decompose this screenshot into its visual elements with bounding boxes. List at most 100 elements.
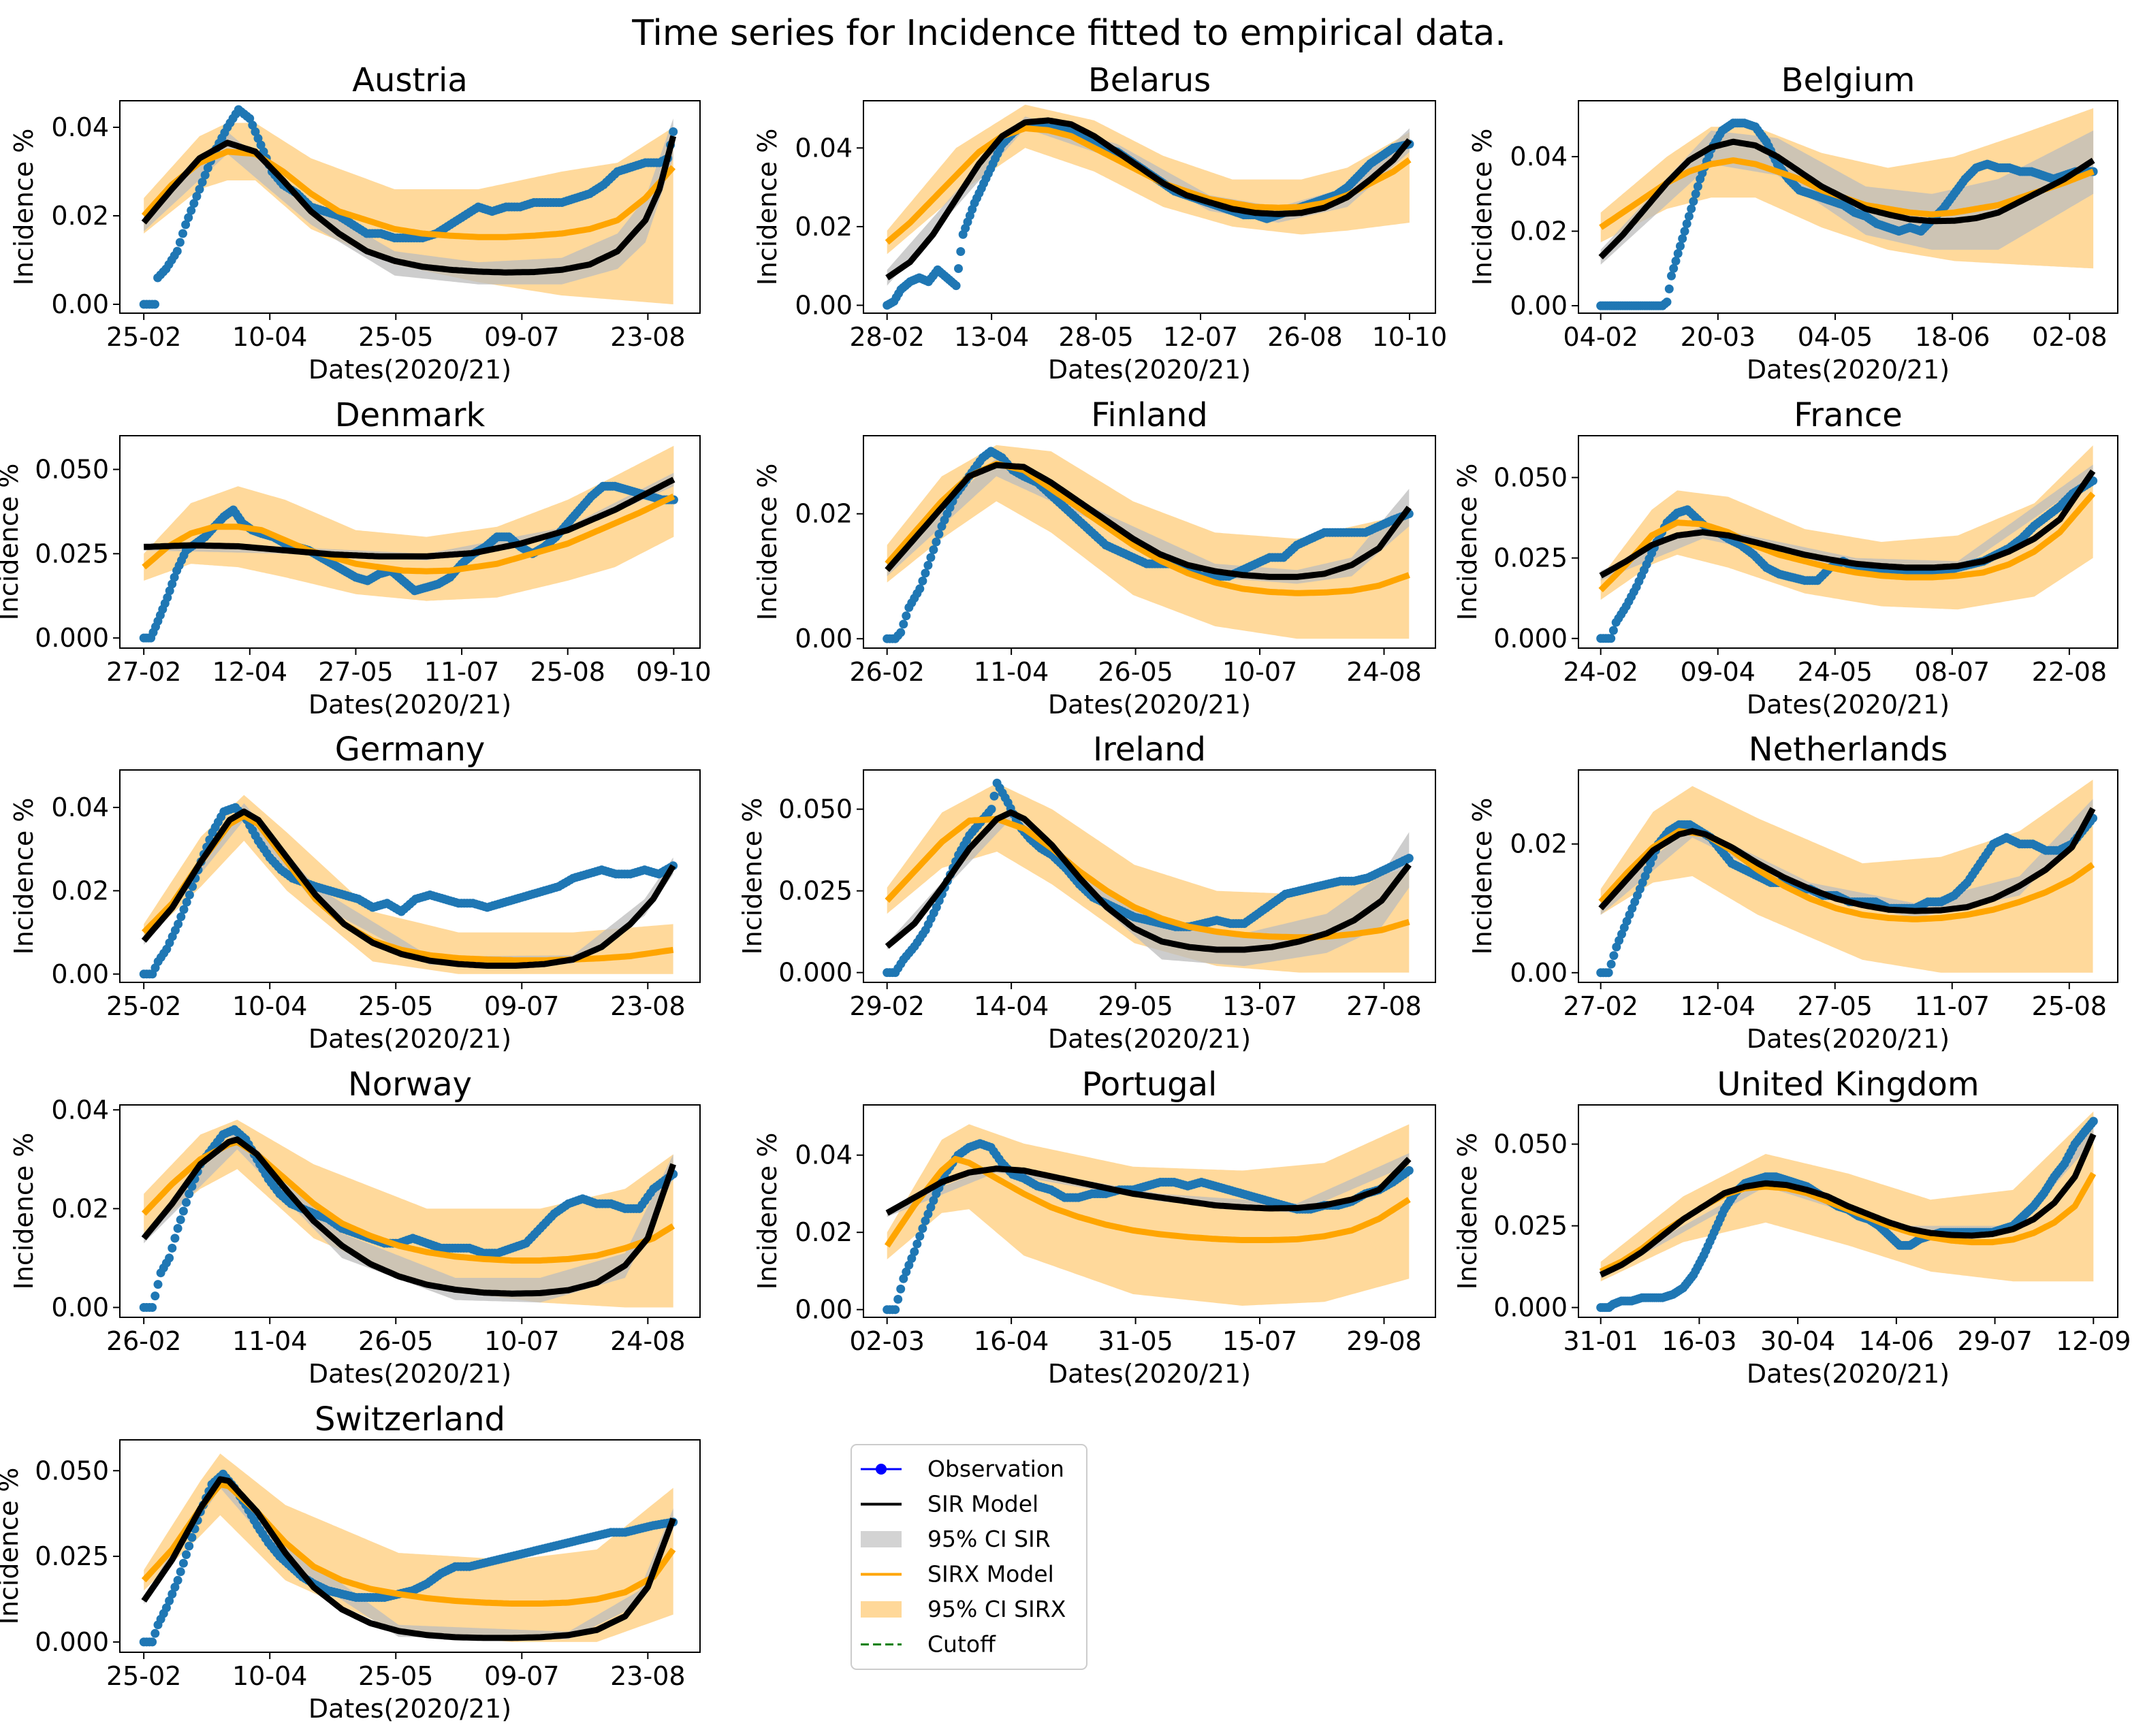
observation-point xyxy=(2088,1116,2098,1126)
sir-model-line xyxy=(141,1136,676,1297)
legend-swatch-95-ci-sir xyxy=(861,1531,902,1547)
y-tick-label: 0.00 xyxy=(51,1292,109,1322)
observation-point xyxy=(1662,298,1672,307)
observation-point xyxy=(1404,1166,1414,1175)
y-tick-label: 0.00 xyxy=(51,959,109,989)
observation-point xyxy=(899,620,908,629)
panel-title: Denmark xyxy=(335,396,486,434)
observation-point xyxy=(165,586,174,596)
x-axis-label: Dates(2020/21) xyxy=(308,1359,511,1389)
observation-point xyxy=(1693,182,1702,191)
x-tick-label: 13-04 xyxy=(954,322,1029,352)
observation-point xyxy=(168,1243,177,1253)
observation-point xyxy=(989,791,999,801)
x-tick-label: 25-05 xyxy=(358,1661,433,1691)
observation-point xyxy=(893,1295,903,1304)
observation-point xyxy=(161,1603,171,1613)
legend-label-sirx-model: SIRX Model xyxy=(927,1561,1054,1588)
observation-point xyxy=(197,178,207,187)
legend: Observation SIR Model 95% CI SIR SIRX Model… xyxy=(851,1444,1087,1670)
x-tick-label: 23-08 xyxy=(610,1661,685,1691)
observation-point xyxy=(915,1232,925,1241)
observation-point xyxy=(168,1590,177,1598)
y-axis-label: Incidence % xyxy=(752,1133,782,1290)
observation-point xyxy=(929,1195,938,1205)
plot-frame xyxy=(119,1439,701,1653)
observation-points xyxy=(883,778,1414,978)
sirx-model-line xyxy=(141,1481,676,1607)
sir-model-line xyxy=(1599,1133,2097,1278)
sir-model-line xyxy=(885,117,1412,280)
observation-point xyxy=(896,628,906,637)
y-axis-label: Incidence % xyxy=(752,464,782,621)
y-tick-label: 0.00 xyxy=(795,624,853,654)
y-tick-label: 0.02 xyxy=(51,1193,109,1223)
observation-point xyxy=(899,1274,908,1283)
plot-frame xyxy=(1578,1104,2118,1318)
observation-point xyxy=(174,919,183,929)
x-tick-label: 23-08 xyxy=(610,991,685,1021)
panel-united-kingdom: United Kingdom 31-01 16-03 30-04 14-06 29-07 1… xyxy=(1452,1065,2131,1389)
x-tick-label: 10-10 xyxy=(1372,322,1447,352)
x-tick-label: 10-07 xyxy=(1222,657,1297,687)
x-tick-label: 09-10 xyxy=(636,657,711,687)
observation-point xyxy=(912,1239,922,1249)
plot-frame xyxy=(863,435,1436,649)
plot-frame xyxy=(119,100,701,314)
panel-title: Belarus xyxy=(1088,61,1211,99)
observation-point xyxy=(1669,263,1679,273)
y-axis-label: Incidence % xyxy=(9,1133,39,1290)
y-tick-label: 0.000 xyxy=(1493,624,1568,654)
x-tick-label: 11-04 xyxy=(232,1326,307,1356)
observation-point xyxy=(954,264,963,273)
observation-point xyxy=(253,133,263,143)
y-tick-label: 0.025 xyxy=(35,1541,109,1571)
observation-point xyxy=(173,1575,182,1585)
observation-point xyxy=(182,897,191,907)
x-tick-label: 10-04 xyxy=(232,1661,307,1691)
y-axis-label: Incidence % xyxy=(1467,798,1497,955)
sirx-ci-band xyxy=(144,1453,673,1642)
observation-point xyxy=(1682,219,1691,229)
x-tick-label: 27-05 xyxy=(318,657,393,687)
x-tick-label: 25-08 xyxy=(530,657,605,687)
observation-point xyxy=(176,1567,185,1577)
observation-point xyxy=(182,1550,191,1560)
x-tick-label: 29-08 xyxy=(1346,1326,1421,1356)
observation-point xyxy=(904,1260,914,1270)
x-tick-label: 10-04 xyxy=(232,991,307,1021)
x-tick-label: 02-03 xyxy=(849,1326,924,1356)
x-axis-label: Dates(2020/21) xyxy=(308,1024,511,1054)
figure-title: Time series for Incidence fitted to empi… xyxy=(631,13,1506,54)
observation-point xyxy=(1609,951,1619,961)
y-tick-label: 0.02 xyxy=(1510,216,1568,246)
plot-frame xyxy=(1578,435,2118,649)
observation-point xyxy=(150,300,159,309)
observation-point xyxy=(185,890,194,899)
legend-label-sir-model: SIR Model xyxy=(927,1491,1038,1517)
observation-point xyxy=(1664,284,1674,293)
x-tick-label: 24-05 xyxy=(1798,657,1873,687)
observation-point xyxy=(1691,189,1700,199)
x-tick-label: 16-04 xyxy=(974,1326,1049,1356)
x-tick-label: 26-02 xyxy=(106,1326,181,1356)
sirx-ci-band xyxy=(144,445,674,601)
observation-point xyxy=(929,545,938,554)
observation-point xyxy=(192,191,202,201)
sirx-model-line xyxy=(884,1155,1411,1248)
observation-point xyxy=(921,1216,930,1225)
y-tick-label: 0.050 xyxy=(778,794,853,824)
x-tick-label: 13-07 xyxy=(1222,991,1297,1021)
x-tick-label: 11-07 xyxy=(1915,991,1990,1021)
observation-point xyxy=(195,184,204,194)
y-axis-label: Incidence % xyxy=(752,129,782,286)
y-tick-label: 0.04 xyxy=(51,112,109,142)
y-axis-label: Incidence % xyxy=(1467,129,1497,286)
panel-title: France xyxy=(1794,396,1903,434)
x-tick-label: 25-08 xyxy=(2032,991,2107,1021)
x-tick-label: 09-07 xyxy=(484,991,559,1021)
legend-swatch-95-ci-sirx xyxy=(861,1601,902,1618)
x-tick-label: 25-05 xyxy=(358,322,433,352)
x-tick-label: 26-05 xyxy=(1098,657,1173,687)
plot-frame xyxy=(863,100,1436,314)
